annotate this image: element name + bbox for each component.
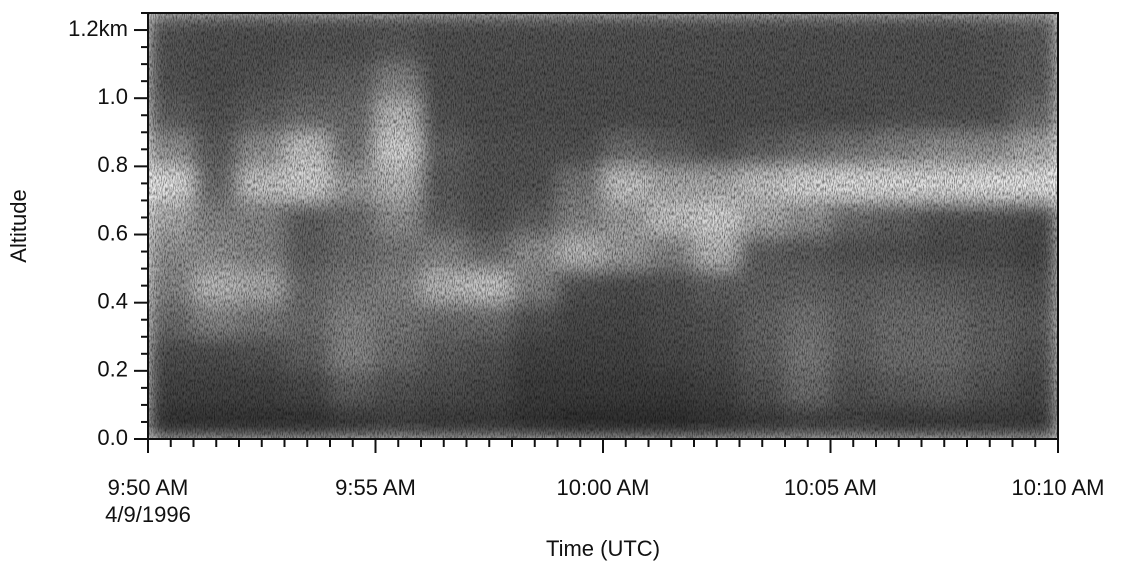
y-tick-label: 0.4 bbox=[97, 288, 128, 313]
y-tick-label: 0.8 bbox=[97, 152, 128, 177]
x-tick-label: 10:00 AM bbox=[557, 475, 650, 500]
x-tick-label: 10:10 AM bbox=[1012, 475, 1105, 500]
y-axis-title: Altitude bbox=[6, 189, 31, 262]
x-date-label: 4/9/1996 bbox=[105, 502, 191, 527]
texture bbox=[148, 13, 1058, 439]
y-tick-label: 1.2km bbox=[68, 16, 128, 41]
y-tick-label: 1.0 bbox=[97, 84, 128, 109]
x-axis-title: Time (UTC) bbox=[546, 536, 660, 561]
y-tick-label: 0.2 bbox=[97, 357, 128, 382]
x-tick-label: 9:50 AM bbox=[108, 475, 189, 500]
x-tick-label: 9:55 AM bbox=[335, 475, 416, 500]
y-tick-label: 0.0 bbox=[97, 425, 128, 450]
x-tick-label: 10:05 AM bbox=[784, 475, 877, 500]
y-tick-label: 0.6 bbox=[97, 220, 128, 245]
